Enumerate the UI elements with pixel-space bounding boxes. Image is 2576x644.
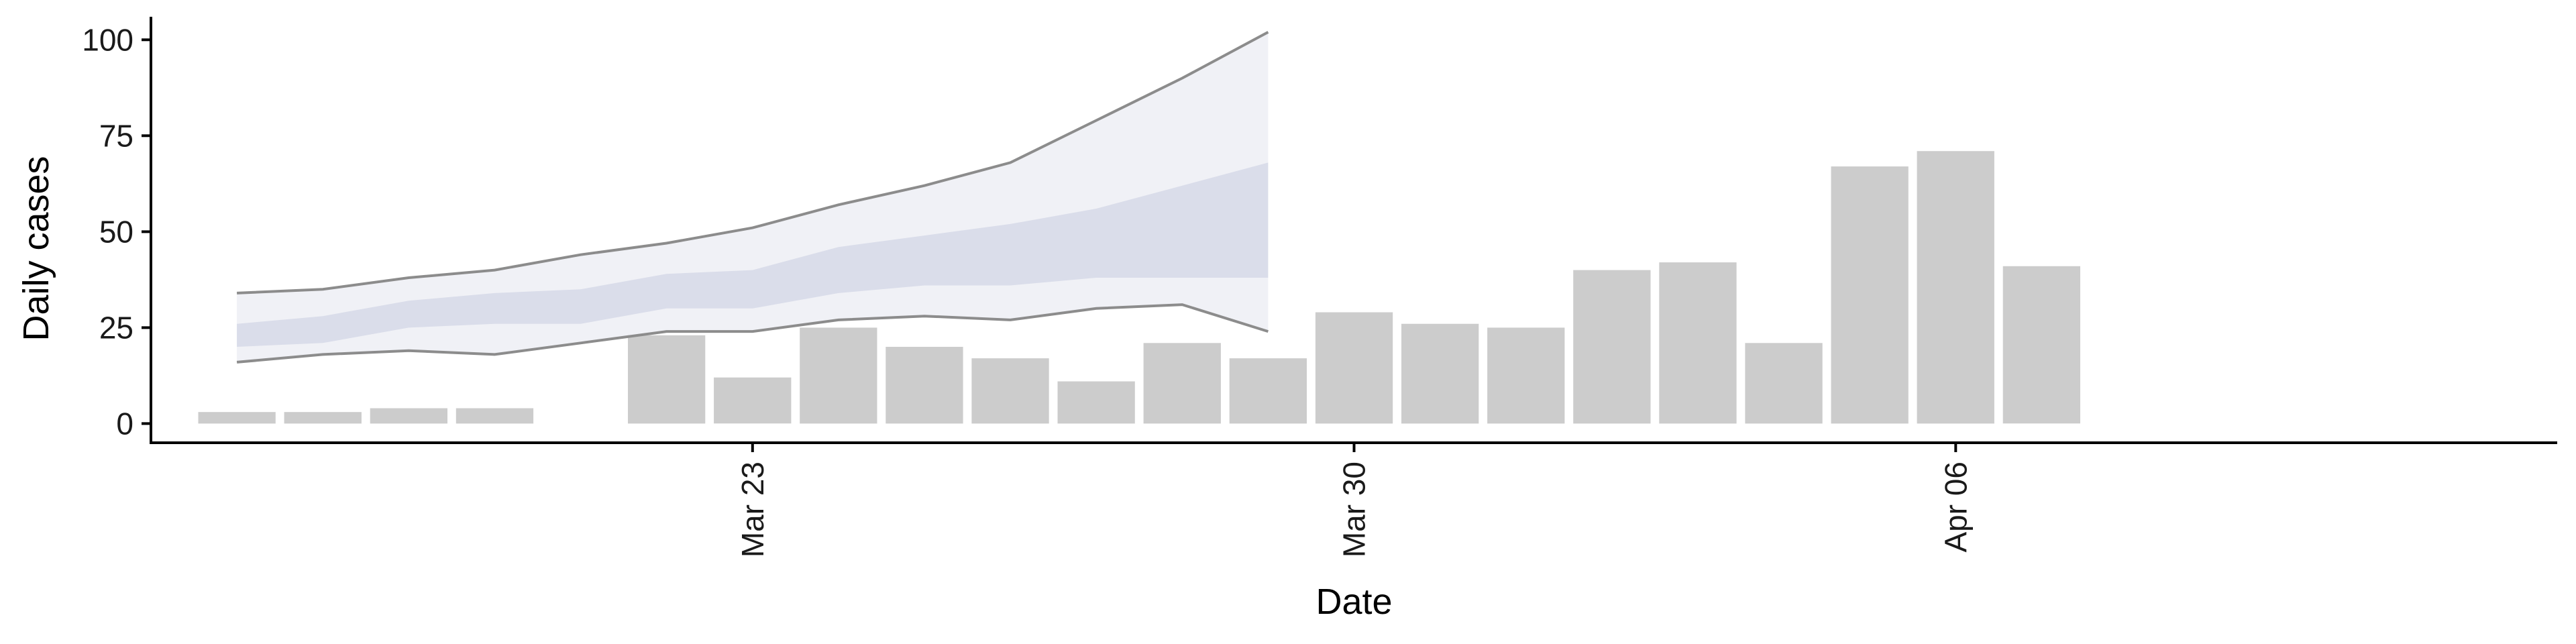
y-tick-label: 25 <box>99 310 133 345</box>
bar <box>370 408 447 424</box>
band-90 <box>237 32 1269 362</box>
x-tick-label: Mar 30 <box>1337 462 1372 557</box>
lower-bound-line <box>236 303 1269 364</box>
bar <box>971 358 1049 424</box>
upper-bound-line <box>237 31 1269 294</box>
bar <box>1831 166 1909 424</box>
x-axis-title: Date <box>1316 582 1392 622</box>
y-tick-label: 50 <box>99 214 133 249</box>
bar <box>455 408 534 424</box>
bar <box>885 347 963 424</box>
bars <box>198 151 2080 424</box>
estimate-bands <box>237 32 1269 362</box>
bar <box>1487 327 1565 424</box>
bar <box>284 412 362 424</box>
bar <box>198 412 276 424</box>
y-tick-label: 100 <box>82 22 133 57</box>
bar <box>1659 262 1737 424</box>
y-tick-label: 0 <box>116 406 133 441</box>
bar <box>1745 343 1823 424</box>
bar <box>1315 312 1393 424</box>
bar <box>2002 266 2080 424</box>
bar <box>1143 343 1221 424</box>
bar <box>714 377 792 424</box>
bar <box>1917 151 1994 424</box>
x-tick-label: Apr 06 <box>1938 462 1973 553</box>
bar <box>1401 323 1479 424</box>
y-axis-ticks: 0 25 50 75 100 <box>82 22 151 441</box>
estimate-lines <box>236 31 1269 364</box>
bar <box>1573 270 1651 424</box>
y-tick-label: 75 <box>99 118 133 153</box>
y-axis-title: Daily cases <box>16 156 56 341</box>
bar <box>800 327 877 424</box>
x-axis-ticks: Mar 23 Mar 30 Apr 06 <box>735 443 1973 557</box>
band-50 <box>237 162 1269 347</box>
bar <box>628 335 706 424</box>
x-tick-label: Mar 23 <box>735 462 770 557</box>
bar <box>1229 358 1307 424</box>
bar <box>1057 381 1135 424</box>
